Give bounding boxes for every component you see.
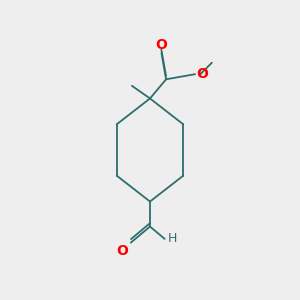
Text: O: O bbox=[116, 244, 128, 258]
Text: H: H bbox=[168, 232, 177, 245]
Text: O: O bbox=[155, 38, 167, 52]
Text: O: O bbox=[196, 67, 208, 81]
